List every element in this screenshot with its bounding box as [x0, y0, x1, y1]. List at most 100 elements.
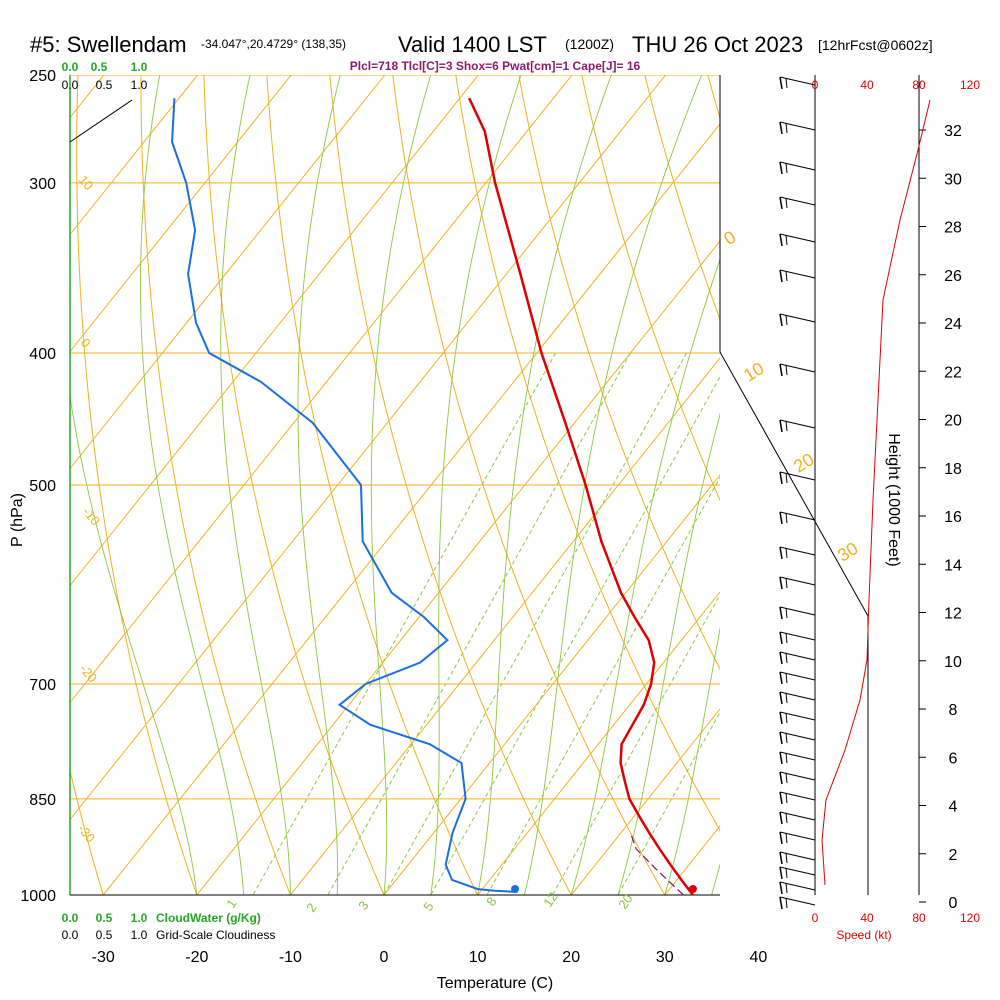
speed-tick-top: 80 [912, 78, 926, 92]
mixing-ratio-line [552, 593, 720, 895]
wind-barb-flag [779, 606, 783, 620]
dry-adiabat-line [329, 75, 572, 895]
wind-barb-flag [785, 197, 788, 209]
wind-barb-staff [779, 851, 816, 861]
tropopause-boundary [719, 351, 869, 895]
isotherm-line [70, 75, 198, 236]
surface-temperature-marker [688, 885, 697, 893]
cloudiness-tick-top: 0.0 [62, 78, 79, 92]
wind-barb-staff [779, 546, 816, 556]
wind-barb-staff [779, 651, 816, 661]
wind-barb-staff [779, 831, 816, 841]
wind-barb-flag [785, 897, 788, 909]
wind-barb-flag [785, 314, 788, 326]
wind-barb-flag [779, 751, 783, 765]
wind-barb-flag [785, 692, 788, 704]
wind-barb-flag [785, 652, 788, 664]
wind-barb-staff [779, 511, 816, 521]
pressure-tick-label: 700 [29, 677, 56, 694]
isotherm-axis-label: -10 [80, 504, 104, 528]
height-tick-label: 2 [949, 847, 958, 864]
speed-tick-bottom: 0 [812, 911, 819, 925]
pressure-tick-label: 300 [29, 176, 56, 193]
wind-barb-staff [779, 233, 816, 243]
moist-adiabat-line [570, 258, 720, 895]
height-tick-label: 26 [944, 268, 962, 285]
valid-label: Valid 1400 LST [398, 32, 547, 57]
dry-adiabat-line [960, 75, 1000, 895]
wind-barb-flag [779, 233, 783, 247]
wind-barb-staff [779, 771, 816, 781]
cloud-water-label: CloudWater (g/Kg) [156, 911, 261, 925]
speed-tick-top: 120 [960, 78, 980, 92]
wind-barb-staff [779, 866, 816, 876]
temperature-tick-label: -20 [185, 949, 208, 966]
wind-barb [779, 811, 816, 825]
date-label: THU 26 Oct 2023 [632, 32, 803, 57]
dry-adiabat-line [70, 768, 104, 895]
cloudiness-profile [69, 99, 133, 143]
cloudiness-label: Grid-Scale Cloudiness [156, 928, 275, 942]
temperature-profile [468, 97, 694, 896]
wind-barb-staff [779, 196, 816, 206]
wind-barb-flag [779, 363, 783, 377]
dry-adiabat-line [0, 75, 10, 895]
wind-barb-flag [779, 811, 783, 825]
moist-adiabat-line [70, 393, 198, 895]
mixing-ratio-label: 12 [540, 889, 561, 909]
wind-barb [779, 121, 816, 135]
station-location: -34.047°,20.4729° (138,35) [201, 37, 346, 51]
wind-barb-flag [779, 631, 783, 645]
wind-barb-flag [785, 577, 788, 589]
wind-barb-staff [779, 161, 816, 171]
temperature-tick-label: 10 [469, 949, 487, 966]
height-tick-label: 14 [944, 557, 962, 574]
mixing-ratio-label: 1 [223, 896, 239, 911]
wind-barb [779, 711, 816, 725]
series-layer [171, 97, 697, 896]
wind-barb-flag [785, 812, 788, 824]
wind-barb-flag [779, 269, 783, 283]
isotherm-line [0, 75, 10, 895]
height-tick-label: 16 [944, 509, 962, 526]
dry-adiabat-label: 0 [720, 227, 739, 249]
wind-barb-staff [779, 606, 816, 616]
speed-tick-top: 40 [860, 78, 874, 92]
wind-barb-flag [785, 472, 788, 484]
wind-barb-staff [779, 671, 816, 681]
wind-barb [779, 771, 816, 785]
isotherm-line [477, 591, 720, 895]
dry-adiabat-line [392, 75, 666, 895]
parcel-path [629, 832, 684, 896]
height-tick-label: 24 [944, 316, 962, 333]
dry-adiabat-line [834, 75, 1000, 895]
dry-adiabat-label: 10 [740, 358, 768, 386]
speed-axis-label: Speed (kt) [836, 928, 891, 942]
wind-barb-staff [779, 269, 816, 279]
wind-barb-flag [785, 832, 788, 844]
wind-barb [779, 896, 816, 910]
wind-barb-flag [779, 511, 783, 525]
wind-barb-flag [785, 122, 788, 134]
wind-barb-staff [779, 811, 816, 821]
wind-barb-staff [779, 76, 816, 86]
wind-barb [779, 831, 816, 845]
wind-barb [779, 631, 816, 645]
wind-barb [779, 576, 816, 590]
wind-barb-flag [779, 471, 783, 485]
wind-barb-flag [779, 419, 783, 433]
dry-adiabat-line [644, 75, 720, 321]
wind-barb-flag [779, 161, 783, 175]
moist-adiabat-line [430, 75, 522, 895]
mixing-ratio-label: 2 [303, 900, 319, 915]
cloudiness-tick-bottom: 0.5 [96, 928, 113, 942]
wind-barb [779, 363, 816, 377]
wind-barb-staff [779, 691, 816, 701]
speed-tick-bottom: 40 [860, 911, 874, 925]
wind-barb-staff [779, 121, 816, 131]
wind-barb-flag [779, 711, 783, 725]
wind-barb-flag [779, 651, 783, 665]
dry-adiabats [0, 75, 1000, 895]
